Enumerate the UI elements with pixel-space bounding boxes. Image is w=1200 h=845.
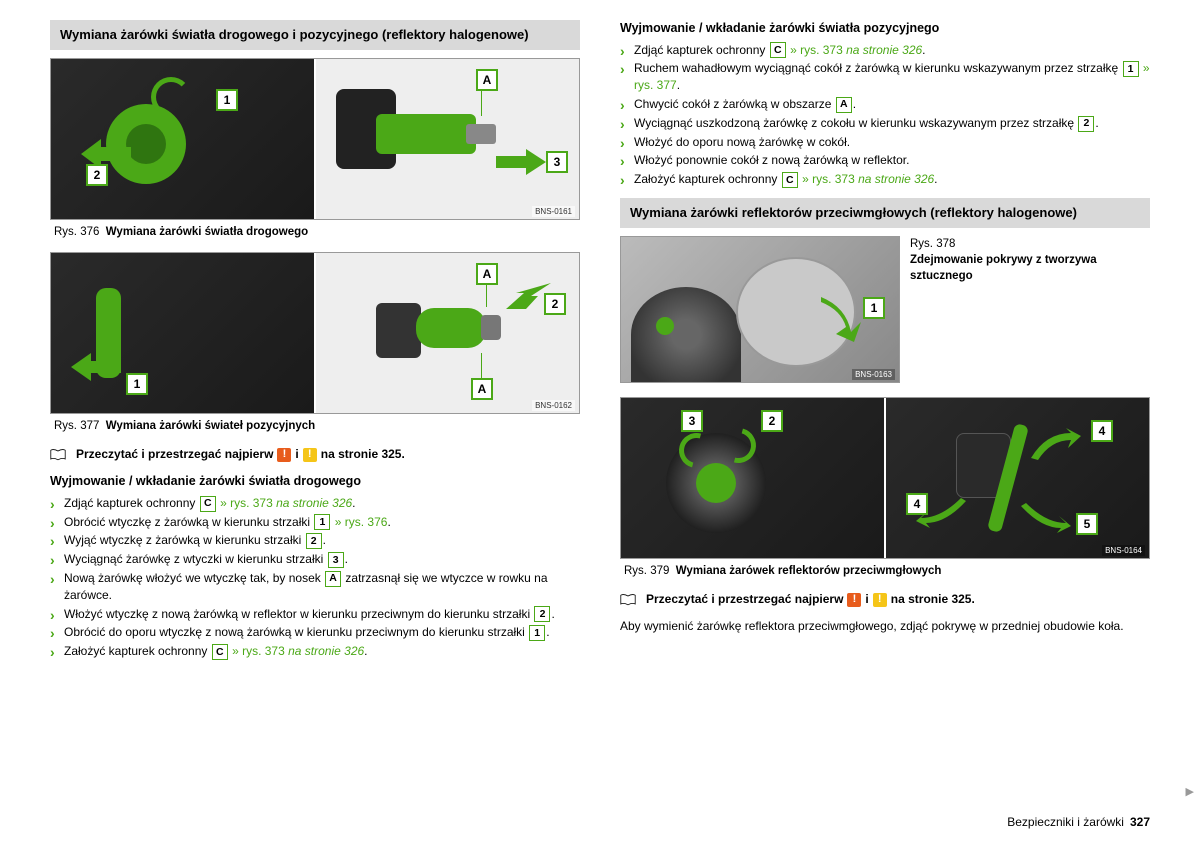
callout-A2: A [476,263,498,285]
read-first-left: Przeczytać i przestrzegać najpierw ! i !… [50,446,580,463]
figure-376: 1 2 A 3 BNS-0161 [50,58,580,220]
subheading-1: Wyjmowanie / wkładanie żarówki światła d… [50,473,580,491]
step-item: Zdjąć kapturek ochronny C » rys. 373 na … [620,42,1150,59]
fog-intro-para: Aby wymienić żarówkę reflektora przeciwm… [620,618,1150,635]
step-item: Założyć kapturek ochronny C » rys. 373 n… [620,171,1150,188]
step-item: Włożyć ponownie cokół z nową żarówką w r… [620,152,1150,169]
fig376-left-photo: 1 2 [51,59,316,219]
step-item: Ruchem wahadłowym wyciągnąć cokół z żaró… [620,60,1150,94]
fig379-caption: Rys. 379 Wymiana żarówek reflektorów prz… [624,563,1146,579]
callout-379-2: 2 [761,410,783,432]
steps-list-1: Zdjąć kapturek ochronny C » rys. 373 na … [50,495,580,660]
callout-2b: 2 [544,293,566,315]
step-item: Wyciągnąć żarówkę z wtyczki w kierunku s… [50,551,580,568]
callout-379-4b: 4 [906,493,928,515]
fig376-caption: Rys. 376 Wymiana żarówki światła drogowe… [54,224,576,240]
step-item: Założyć kapturek ochronny C » rys. 373 n… [50,643,580,660]
section-header-2: Wymiana żarówki reflektorów przeciwmgłow… [620,198,1150,228]
book-icon [620,594,636,606]
callout-379-4a: 4 [1091,420,1113,442]
fig379-right-photo: 4 4 5 BNS-0164 [886,398,1149,558]
steps-list-2: Zdjąć kapturek ochronny C » rys. 373 na … [620,42,1150,189]
warning-orange-icon: ! [847,593,861,607]
fig379-bns: BNS-0164 [1102,545,1145,556]
fig377-right-photo: A 2 A BNS-0162 [316,253,579,413]
callout-3: 3 [546,151,568,173]
fig377-left-photo: 1 [51,253,316,413]
fig378-side-caption: Rys. 378 Zdejmowanie pokrywy z tworzywa … [910,236,1150,383]
continue-arrow-icon: ▶ [1186,785,1194,800]
step-item: Wyjąć wtyczkę z żarówką w kierunku strza… [50,532,580,549]
warning-yellow-icon: ! [873,593,887,607]
callout-378-1: 1 [863,297,885,319]
step-item: Wyciągnąć uszkodzoną żarówkę z cokołu w … [620,115,1150,132]
callout-1: 1 [216,89,238,111]
warning-yellow-icon: ! [303,448,317,462]
callout-2a: 2 [86,164,108,186]
fig377-bns: BNS-0162 [532,400,575,411]
callout-379-3: 3 [681,410,703,432]
fig376-bns: BNS-0161 [532,206,575,217]
left-column: Wymiana żarówki światła drogowego i pozy… [50,20,580,825]
page-footer: Bezpieczniki i żarówki327 [1007,814,1150,831]
step-item: Włożyć do oporu nową żarówkę w cokół. [620,134,1150,151]
callout-A1: A [476,69,498,91]
fig378-bns: BNS-0163 [852,369,895,380]
step-item: Nową żarówkę włożyć we wtyczkę tak, by n… [50,570,580,604]
figure-377: 1 A 2 A BNS-0162 [50,252,580,414]
figure-379: 3 2 4 4 5 BNS-0164 [620,397,1150,559]
section-header-1: Wymiana żarówki światła drogowego i pozy… [50,20,580,50]
fig376-right-photo: A 3 BNS-0161 [316,59,579,219]
fig379-left-photo: 3 2 [621,398,886,558]
book-icon [50,449,66,461]
step-item: Obrócić wtyczkę z żarówką w kierunku str… [50,514,580,531]
figure-378: 1 BNS-0163 [620,236,900,383]
step-item: Chwycić cokół z żarówką w obszarze A. [620,96,1150,113]
warning-orange-icon: ! [277,448,291,462]
step-item: Zdjąć kapturek ochronny C » rys. 373 na … [50,495,580,512]
right-column: Wyjmowanie / wkładanie żarówki światła p… [620,20,1150,825]
subheading-2: Wyjmowanie / wkładanie żarówki światła p… [620,20,1150,38]
read-first-right: Przeczytać i przestrzegać najpierw ! i !… [620,591,1150,608]
fig377-caption: Rys. 377 Wymiana żarówki świateł pozycyj… [54,418,576,434]
step-item: Obrócić do oporu wtyczkę z nową żarówką … [50,624,580,641]
callout-379-5: 5 [1076,513,1098,535]
step-item: Włożyć wtyczkę z nową żarówką w reflekto… [50,606,580,623]
callout-1b: 1 [126,373,148,395]
callout-A3: A [471,378,493,400]
